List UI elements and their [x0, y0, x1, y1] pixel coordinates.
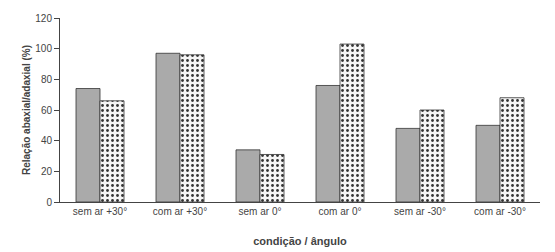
svg-text:com ar +30°: com ar +30°: [153, 206, 207, 217]
svg-text:com ar -30°: com ar -30°: [474, 206, 526, 217]
svg-text:Relação abaxial/adaxial (%): Relação abaxial/adaxial (%): [21, 45, 32, 175]
svg-text:80: 80: [41, 74, 53, 85]
svg-text:60: 60: [41, 105, 53, 116]
svg-text:sem ar 0°: sem ar 0°: [239, 206, 282, 217]
svg-text:20: 20: [41, 166, 53, 177]
svg-text:40: 40: [41, 135, 53, 146]
svg-text:100: 100: [35, 43, 52, 54]
svg-text:120: 120: [35, 13, 52, 24]
svg-text:sem ar +30°: sem ar +30°: [73, 206, 127, 217]
svg-text:com ar 0°: com ar 0°: [319, 206, 362, 217]
svg-text:sem ar -30°: sem ar -30°: [394, 206, 446, 217]
svg-text:0: 0: [46, 197, 52, 208]
svg-text:condição / ângulo: condição / ângulo: [253, 235, 347, 247]
